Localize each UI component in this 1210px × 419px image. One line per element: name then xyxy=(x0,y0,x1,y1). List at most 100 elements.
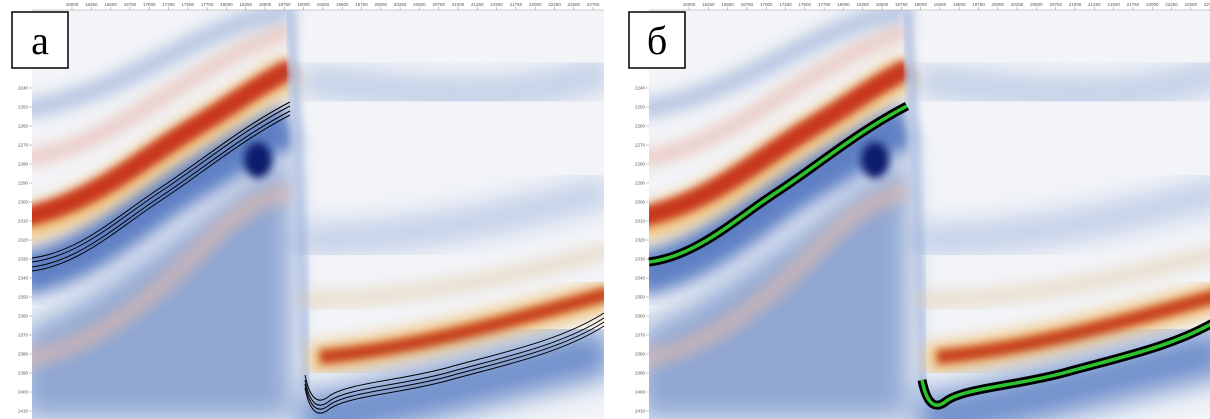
panel: б 16000 16250 16500 16750 17000 17250 17500 177… xyxy=(629,0,1210,419)
y-tick-label: 2400 xyxy=(18,390,29,395)
y-tick-label: 2370 xyxy=(635,333,646,338)
x-tick-label: 22250 xyxy=(548,2,561,7)
x-tick-label: 21500 xyxy=(490,2,503,7)
y-tick-label: 2330 xyxy=(635,257,646,262)
y-tick-label: 2300 xyxy=(635,200,646,205)
x-tick-label: 20000 xyxy=(375,2,388,7)
y-tick-label: 2280 xyxy=(635,162,646,167)
top-ruler xyxy=(32,0,604,10)
x-tick-label: 16250 xyxy=(85,2,98,7)
x-tick-label: 17000 xyxy=(760,2,773,7)
y-tick-label: 2360 xyxy=(18,314,29,319)
y-tick-label: 2300 xyxy=(18,200,29,205)
x-tick-label: 17750 xyxy=(201,2,214,7)
y-tick-label: 2410 xyxy=(635,409,646,414)
x-tick-label: 16000 xyxy=(66,2,79,7)
x-tick-label: 16750 xyxy=(124,2,137,7)
y-tick-label: 2320 xyxy=(635,238,646,243)
y-tick-label: 2250 xyxy=(635,105,646,110)
y-tick-label: 2330 xyxy=(18,257,29,262)
x-tick-label: 19250 xyxy=(317,2,330,7)
x-tick-label: 20500 xyxy=(1030,2,1043,7)
x-tick-label: 21250 xyxy=(1088,2,1101,7)
y-tick-label: 2410 xyxy=(18,409,29,414)
x-tick-label: 16750 xyxy=(741,2,754,7)
x-tick-label: 22750 xyxy=(587,2,600,7)
x-tick-label: 20750 xyxy=(432,2,445,7)
x-tick-label: 19000 xyxy=(914,2,927,7)
y-tick-label: 2290 xyxy=(18,181,29,186)
y-tick-label: 2340 xyxy=(635,276,646,281)
x-tick-label: 20500 xyxy=(413,2,426,7)
x-tick-label: 17750 xyxy=(818,2,831,7)
x-tick-label: 21500 xyxy=(1107,2,1120,7)
x-tick-label: 16500 xyxy=(721,2,734,7)
y-tick-label: 2380 xyxy=(18,352,29,357)
y-tick-label: 2350 xyxy=(18,295,29,300)
y-tick-label: 2310 xyxy=(18,219,29,224)
x-tick-label: 19750 xyxy=(355,2,368,7)
seismic-image xyxy=(20,10,610,419)
x-tick-label: 17500 xyxy=(799,2,812,7)
x-tick-label: 17250 xyxy=(162,2,175,7)
x-tick-label: 17500 xyxy=(182,2,195,7)
y-tick-label: 2290 xyxy=(635,181,646,186)
y-tick-label: 2240 xyxy=(18,86,29,91)
x-tick-label: 18250 xyxy=(239,2,252,7)
panel-label: а xyxy=(31,18,49,63)
y-tick-label: 2270 xyxy=(635,143,646,148)
y-tick-label: 2320 xyxy=(18,238,29,243)
x-tick-label: 19750 xyxy=(972,2,985,7)
x-tick-label: 17000 xyxy=(143,2,156,7)
y-tick-label: 2340 xyxy=(18,276,29,281)
x-tick-label: 22250 xyxy=(1165,2,1178,7)
x-tick-label: 18750 xyxy=(278,2,291,7)
x-tick-label: 21000 xyxy=(452,2,465,7)
x-tick-label: 20250 xyxy=(394,2,407,7)
y-tick-label: 2360 xyxy=(635,314,646,319)
y-tick-label: 2390 xyxy=(18,371,29,376)
y-tick-label: 2260 xyxy=(18,124,29,129)
x-tick-label: 19000 xyxy=(297,2,310,7)
x-tick-label: 18000 xyxy=(837,2,850,7)
x-tick-label: 21250 xyxy=(471,2,484,7)
x-tick-label: 16000 xyxy=(683,2,696,7)
x-tick-label: 16250 xyxy=(702,2,715,7)
x-tick-label: 20000 xyxy=(992,2,1005,7)
y-tick-label: 2240 xyxy=(635,86,646,91)
x-tick-label: 18000 xyxy=(220,2,233,7)
top-ruler xyxy=(649,0,1210,10)
y-tick-label: 2400 xyxy=(635,390,646,395)
y-tick-label: 2380 xyxy=(635,352,646,357)
y-tick-label: 2270 xyxy=(18,143,29,148)
x-tick-label: 19250 xyxy=(934,2,947,7)
x-tick-label: 18250 xyxy=(856,2,869,7)
x-tick-label: 22500 xyxy=(1185,2,1198,7)
x-tick-label: 19500 xyxy=(336,2,349,7)
x-tick-label: 22000 xyxy=(529,2,542,7)
x-tick-label: 21750 xyxy=(1127,2,1140,7)
y-tick-label: 2390 xyxy=(635,371,646,376)
y-tick-label: 2350 xyxy=(635,295,646,300)
x-tick-label: 18750 xyxy=(895,2,908,7)
x-tick-label: 22750 xyxy=(1204,2,1210,7)
x-tick-label: 20250 xyxy=(1011,2,1024,7)
x-tick-label: 22500 xyxy=(568,2,581,7)
y-tick-label: 2280 xyxy=(18,162,29,167)
y-tick-label: 2310 xyxy=(635,219,646,224)
label-box xyxy=(11,11,69,69)
x-tick-label: 18500 xyxy=(876,2,889,7)
x-tick-label: 17250 xyxy=(779,2,792,7)
x-tick-label: 18500 xyxy=(259,2,272,7)
x-tick-label: 19500 xyxy=(953,2,966,7)
label-box xyxy=(628,11,686,69)
panel: а 16000 16250 16500 16750 17000 17250 17500 177… xyxy=(12,0,610,419)
y-tick-label: 2250 xyxy=(18,105,29,110)
x-tick-label: 21000 xyxy=(1069,2,1082,7)
x-tick-label: 21750 xyxy=(510,2,523,7)
x-tick-label: 16500 xyxy=(104,2,117,7)
y-tick-label: 2260 xyxy=(635,124,646,129)
panel-label: б xyxy=(647,18,667,63)
y-tick-label: 2370 xyxy=(18,333,29,338)
